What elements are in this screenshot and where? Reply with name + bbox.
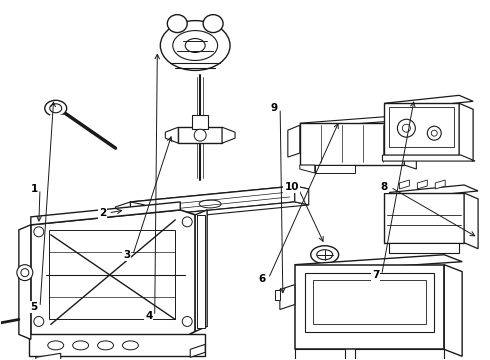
Polygon shape xyxy=(130,202,145,221)
Polygon shape xyxy=(300,165,315,173)
Bar xyxy=(313,280,426,324)
Polygon shape xyxy=(295,349,344,360)
Polygon shape xyxy=(295,255,462,272)
Bar xyxy=(29,334,205,356)
Bar xyxy=(192,115,208,129)
Polygon shape xyxy=(385,103,459,155)
Text: 1: 1 xyxy=(30,184,38,194)
Circle shape xyxy=(182,217,192,227)
Polygon shape xyxy=(464,193,478,249)
Circle shape xyxy=(397,119,416,137)
Circle shape xyxy=(34,316,44,327)
Ellipse shape xyxy=(50,104,62,113)
Text: 4: 4 xyxy=(145,311,152,321)
Polygon shape xyxy=(280,285,295,310)
Text: 2: 2 xyxy=(98,208,106,218)
Polygon shape xyxy=(116,202,130,218)
Polygon shape xyxy=(390,243,459,253)
Circle shape xyxy=(182,316,192,327)
Polygon shape xyxy=(300,123,404,165)
Circle shape xyxy=(431,130,437,136)
Polygon shape xyxy=(355,349,444,360)
Ellipse shape xyxy=(98,341,114,350)
Polygon shape xyxy=(383,155,475,161)
Bar xyxy=(49,230,175,319)
Bar xyxy=(305,273,434,332)
Polygon shape xyxy=(385,185,478,199)
Polygon shape xyxy=(315,165,355,173)
Polygon shape xyxy=(222,127,235,143)
Text: 7: 7 xyxy=(372,270,379,280)
Polygon shape xyxy=(130,186,309,205)
Polygon shape xyxy=(399,180,409,189)
Text: 10: 10 xyxy=(285,182,299,192)
Text: 5: 5 xyxy=(30,302,38,312)
Bar xyxy=(390,107,454,147)
Circle shape xyxy=(17,265,33,280)
Circle shape xyxy=(402,124,410,132)
Polygon shape xyxy=(300,115,416,127)
Polygon shape xyxy=(385,95,473,109)
Bar xyxy=(197,215,205,328)
Circle shape xyxy=(21,269,29,276)
Text: 3: 3 xyxy=(123,250,130,260)
Polygon shape xyxy=(31,202,180,225)
Polygon shape xyxy=(459,103,473,161)
Ellipse shape xyxy=(173,31,218,60)
Polygon shape xyxy=(435,180,445,189)
Polygon shape xyxy=(385,193,464,243)
Polygon shape xyxy=(444,265,462,356)
Ellipse shape xyxy=(160,21,230,71)
Polygon shape xyxy=(36,353,61,360)
Ellipse shape xyxy=(317,250,333,260)
Ellipse shape xyxy=(45,100,67,116)
Polygon shape xyxy=(31,210,195,339)
Ellipse shape xyxy=(185,39,205,53)
Polygon shape xyxy=(190,345,205,357)
Polygon shape xyxy=(295,265,444,349)
Ellipse shape xyxy=(199,200,221,208)
Polygon shape xyxy=(295,186,309,205)
Ellipse shape xyxy=(122,341,138,350)
Polygon shape xyxy=(130,202,309,221)
Ellipse shape xyxy=(311,246,339,264)
Polygon shape xyxy=(19,225,31,339)
Polygon shape xyxy=(417,180,427,189)
Text: 9: 9 xyxy=(270,103,278,113)
Polygon shape xyxy=(404,123,416,169)
Text: 6: 6 xyxy=(259,274,266,284)
Polygon shape xyxy=(195,210,207,332)
Ellipse shape xyxy=(73,341,89,350)
Circle shape xyxy=(34,227,44,237)
Polygon shape xyxy=(165,127,178,143)
Text: 8: 8 xyxy=(381,182,388,192)
Circle shape xyxy=(194,129,206,141)
Polygon shape xyxy=(288,125,300,157)
Ellipse shape xyxy=(167,15,187,32)
Bar xyxy=(178,127,222,143)
Ellipse shape xyxy=(203,15,223,32)
Ellipse shape xyxy=(48,341,64,350)
Circle shape xyxy=(427,126,441,140)
Polygon shape xyxy=(130,186,295,218)
Polygon shape xyxy=(275,289,280,300)
